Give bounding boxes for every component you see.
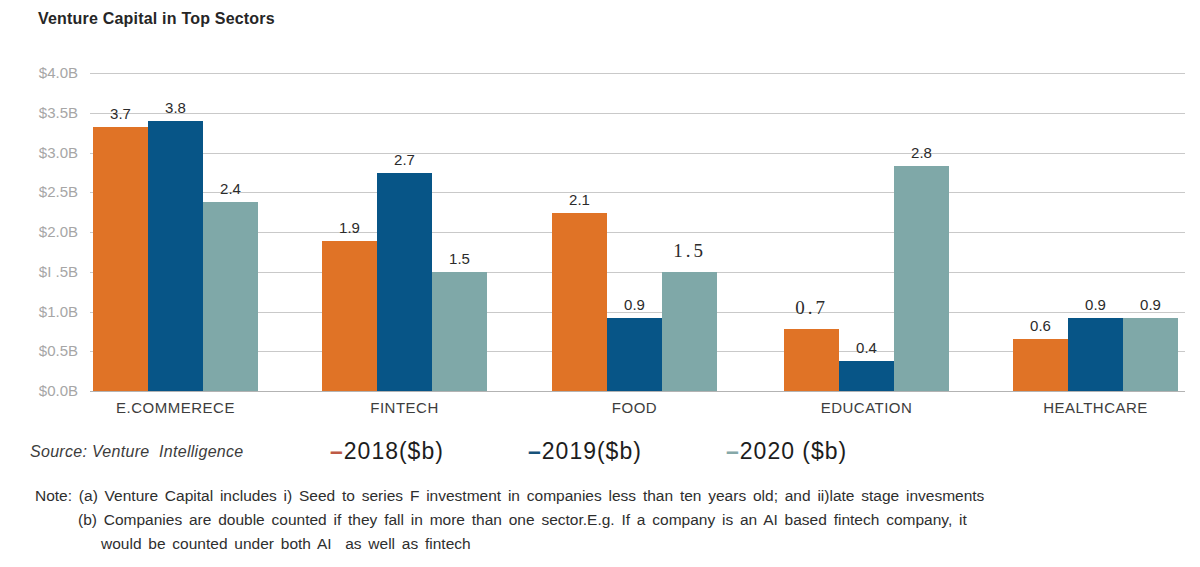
legend-item: –2018($b) (330, 438, 444, 465)
legend-item: –2019($b) (528, 438, 642, 465)
legend: –2018($b)–2019($b)–2020 ($b) (0, 0, 1200, 567)
legend-dash-icon: – (726, 438, 740, 464)
legend-label: 2019($b) (542, 438, 642, 464)
chart-page: Venture Capital in Top Sectors $4.0B$3.5… (0, 0, 1200, 567)
legend-dash-icon: – (528, 438, 542, 464)
legend-dash-icon: – (330, 438, 344, 464)
legend-label: 2020 ($b) (740, 438, 847, 464)
legend-label: 2018($b) (344, 438, 444, 464)
legend-item: –2020 ($b) (726, 438, 847, 465)
